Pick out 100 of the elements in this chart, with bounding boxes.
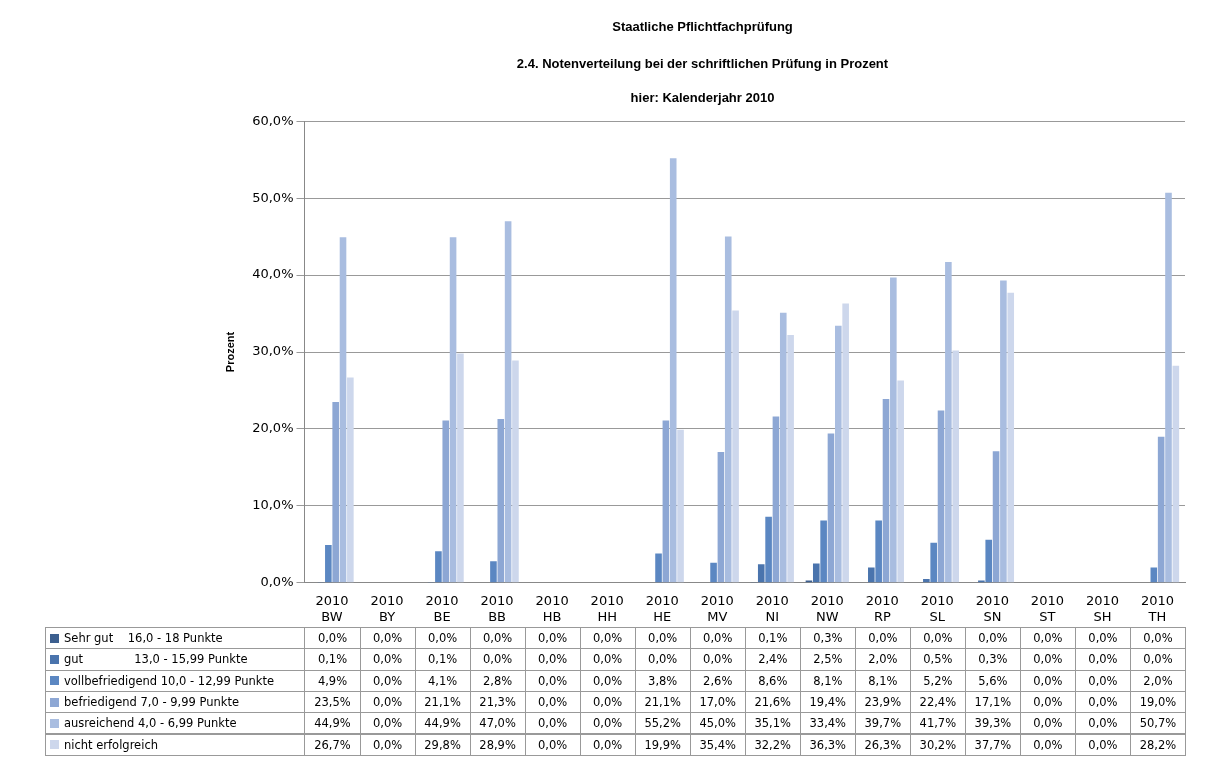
x-tick-label: 2010 NW xyxy=(810,592,844,624)
data-label: 35,1% xyxy=(744,712,801,735)
data-label: 35,4% xyxy=(689,733,746,756)
x-tick-label: 2010 HB xyxy=(535,592,569,624)
x-tick-label: 2010 SH xyxy=(1085,592,1119,624)
y-tick-label: 10,0% xyxy=(252,497,294,513)
data-label: 26,3% xyxy=(854,733,911,756)
data-label: 0,0% xyxy=(579,648,636,671)
data-label: 45,0% xyxy=(689,712,746,735)
data-label: 2,0% xyxy=(854,648,911,671)
data-label: 0,0% xyxy=(469,627,526,650)
y-tick-label: 50,0% xyxy=(252,189,294,205)
bar xyxy=(897,380,904,583)
data-label: 2,8% xyxy=(469,669,526,692)
data-label: 2,5% xyxy=(799,648,856,671)
bar xyxy=(669,158,677,583)
bar xyxy=(875,520,882,583)
bar xyxy=(490,561,497,583)
y-tick-label: 40,0% xyxy=(252,266,294,282)
x-tick-label: 2010 HE xyxy=(645,592,679,624)
data-label: 37,7% xyxy=(964,733,1021,756)
data-label: 0,0% xyxy=(1019,669,1076,692)
legend-label: Sehr gut 16,0 - 18 Punkte xyxy=(45,627,306,650)
x-tick-label: 2010 BE xyxy=(425,592,459,624)
bar xyxy=(890,277,897,583)
data-label: 47,0% xyxy=(469,712,526,735)
bar xyxy=(449,237,457,583)
data-label: 0,0% xyxy=(359,669,416,692)
data-label: 22,4% xyxy=(909,690,966,714)
bar xyxy=(985,539,993,583)
y-tick-label: 60,0% xyxy=(252,112,294,128)
bar xyxy=(655,553,662,583)
bar xyxy=(332,402,339,583)
data-label: 0,0% xyxy=(634,648,691,671)
bar xyxy=(1165,192,1172,583)
data-label: 4,1% xyxy=(414,669,471,692)
data-label: 41,7% xyxy=(909,712,966,735)
data-label: 0,0% xyxy=(689,648,746,671)
data-label: 0,0% xyxy=(964,627,1021,650)
data-label: 3,8% xyxy=(634,669,691,692)
data-label: 39,7% xyxy=(854,712,911,735)
bar xyxy=(1150,567,1158,583)
data-label: 0,0% xyxy=(524,669,581,692)
data-label: 0,0% xyxy=(359,712,416,735)
bar xyxy=(952,350,959,583)
data-label: 5,6% xyxy=(964,669,1021,692)
x-tick-label: 2010 NI xyxy=(755,592,789,624)
data-label: 0,0% xyxy=(1074,627,1131,650)
x-tick-label: 2010 SL xyxy=(920,592,954,624)
data-label: 44,9% xyxy=(304,712,361,735)
data-label: 2,6% xyxy=(689,669,746,692)
data-label: 0,0% xyxy=(854,627,911,650)
data-label: 30,2% xyxy=(909,733,966,756)
bar xyxy=(435,551,442,583)
data-label: 0,0% xyxy=(1019,712,1076,735)
data-label: 19,0% xyxy=(1129,690,1186,714)
data-label: 36,3% xyxy=(799,733,856,756)
data-label: 0,0% xyxy=(634,627,691,650)
data-label: 0,0% xyxy=(579,627,636,650)
data-label: 55,2% xyxy=(634,712,691,735)
bar xyxy=(937,410,945,583)
bar xyxy=(724,236,732,583)
x-tick-label: 2010 BW xyxy=(315,592,349,624)
data-label: 0,0% xyxy=(1129,627,1186,650)
data-label: 2,4% xyxy=(744,648,801,671)
bar xyxy=(1172,365,1180,583)
data-label: 0,0% xyxy=(579,712,636,735)
data-label: 29,8% xyxy=(414,733,471,756)
data-label: 8,1% xyxy=(799,669,856,692)
x-tick-label: 2010 ST xyxy=(1030,592,1064,624)
bar xyxy=(820,520,827,583)
data-label: 8,1% xyxy=(854,669,911,692)
data-label: 0,5% xyxy=(909,648,966,671)
data-label: 0,0% xyxy=(1074,690,1131,714)
data-label: 0,1% xyxy=(304,648,361,671)
legend-label: befriedigend 7,0 - 9,99 Punkte xyxy=(45,690,306,714)
x-tick-label: 2010 HH xyxy=(590,592,624,624)
y-tick-label: 30,0% xyxy=(252,343,294,359)
data-label: 21,3% xyxy=(469,690,526,714)
bar xyxy=(339,237,347,583)
bar xyxy=(504,221,512,583)
data-label: 0,0% xyxy=(579,669,636,692)
bar xyxy=(772,416,780,583)
legend-label: vollbefriedigend 10,0 - 12,99 Punkte xyxy=(45,669,306,692)
text: hier: Kalenderjahr 2010 xyxy=(630,89,775,105)
bar xyxy=(812,563,820,583)
data-label: 0,0% xyxy=(304,627,361,650)
data-label: 32,2% xyxy=(744,733,801,756)
x-tick-label: 2010 MV xyxy=(700,592,734,624)
bar xyxy=(827,433,835,583)
data-label: 19,4% xyxy=(799,690,856,714)
data-label: 21,1% xyxy=(414,690,471,714)
bar xyxy=(779,312,787,583)
bar xyxy=(347,377,354,583)
bar xyxy=(1157,436,1165,583)
bar xyxy=(765,516,772,583)
data-label: 0,0% xyxy=(359,648,416,671)
x-tick-label: 2010 SN xyxy=(975,592,1009,624)
data-label: 17,1% xyxy=(964,690,1021,714)
y-tick-label: 0,0% xyxy=(260,574,294,590)
